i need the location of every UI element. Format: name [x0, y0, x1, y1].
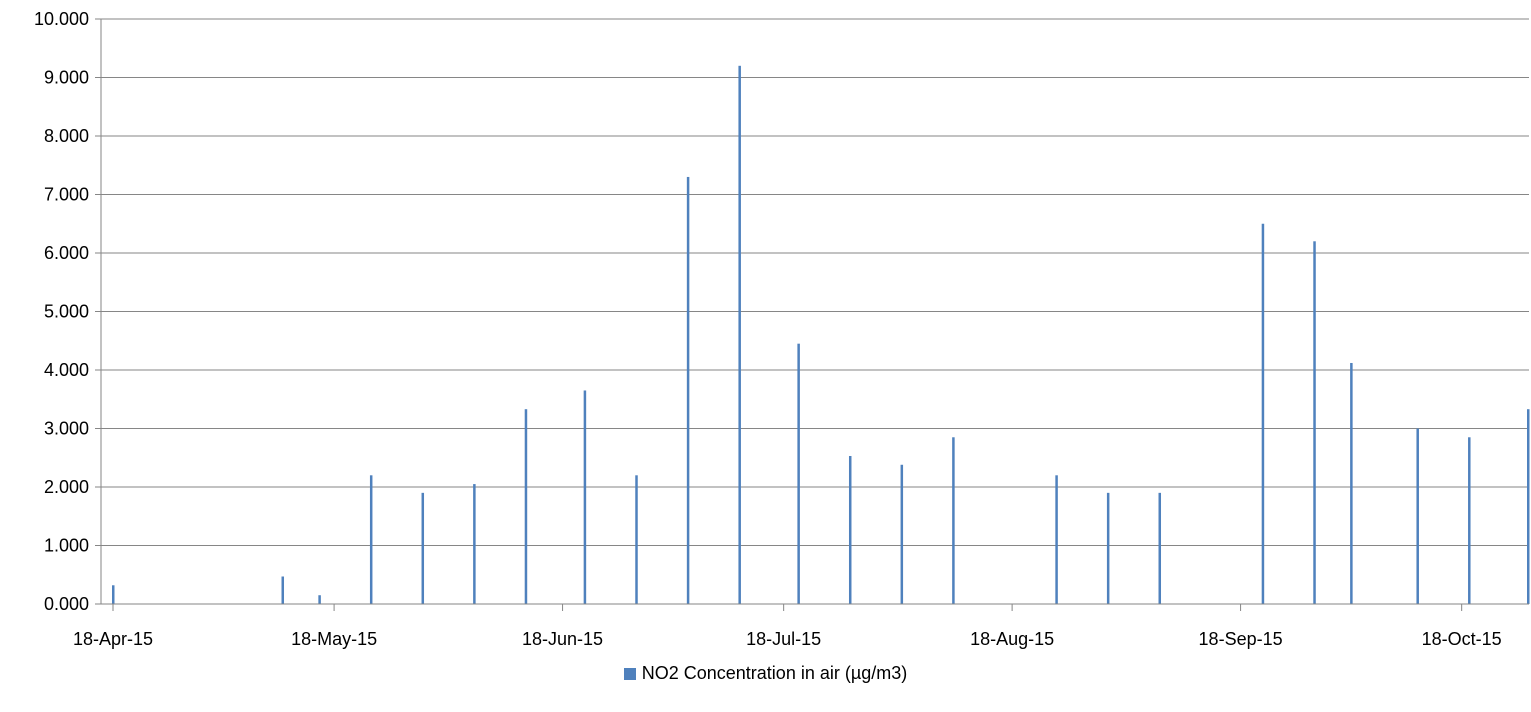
bar: [1055, 475, 1058, 604]
bar: [369, 475, 373, 604]
bar: [635, 475, 638, 604]
bar: [1350, 362, 1353, 604]
bar: [112, 585, 115, 604]
y-tick-label: 1.000: [44, 536, 89, 556]
bar: [583, 390, 587, 604]
legend: NO2 Concentration in air (µg/m3): [0, 663, 1531, 684]
y-tick-label: 2.000: [44, 477, 89, 497]
bar: [473, 484, 476, 604]
bar: [797, 343, 800, 604]
bar: [1527, 409, 1530, 604]
bar: [1158, 492, 1162, 604]
y-tick-label: 8.000: [44, 126, 89, 146]
tick-labels: 0.000 1.000 2.000 3.000 4.000 5.000 6.000 7.000…: [34, 9, 1502, 649]
bar: [281, 576, 285, 604]
x-tick-label: 18-Oct-15: [1422, 629, 1502, 649]
y-tick-label: 9.000: [44, 68, 89, 88]
x-tick-label: 18-Jun-15: [522, 629, 603, 649]
bar: [318, 595, 321, 604]
y-tick-label: 6.000: [44, 243, 89, 263]
bar: [1106, 492, 1110, 604]
x-tick-label: 18-Jul-15: [746, 629, 821, 649]
x-tick-label: 18-Aug-15: [970, 629, 1054, 649]
x-tick-label: 18-May-15: [291, 629, 377, 649]
axes: [95, 18, 1529, 611]
y-tick-label: 4.000: [44, 360, 89, 380]
y-tick-label: 3.000: [44, 419, 89, 439]
y-tick-label: 0.000: [44, 594, 89, 614]
legend-label: NO2 Concentration in air (µg/m3): [641, 663, 908, 683]
bar: [686, 176, 690, 604]
bar: [952, 437, 955, 604]
bar: [900, 464, 904, 604]
bar: [1261, 223, 1265, 604]
bar: [1313, 241, 1316, 605]
bar: [524, 409, 528, 604]
bar: [1468, 437, 1471, 604]
bar: [421, 492, 425, 604]
bar: [1416, 428, 1419, 604]
x-tick-label: 18-Sep-15: [1199, 629, 1283, 649]
bar: [848, 455, 852, 604]
y-tick-label: 10.000: [34, 9, 89, 29]
gridlines: [101, 18, 1529, 546]
y-tick-label: 5.000: [44, 302, 89, 322]
y-tick-label: 7.000: [44, 185, 89, 205]
legend-swatch: [623, 668, 636, 680]
bar: [738, 65, 741, 605]
x-tick-label: 18-Apr-15: [73, 629, 153, 649]
bar-series: [112, 65, 1530, 605]
